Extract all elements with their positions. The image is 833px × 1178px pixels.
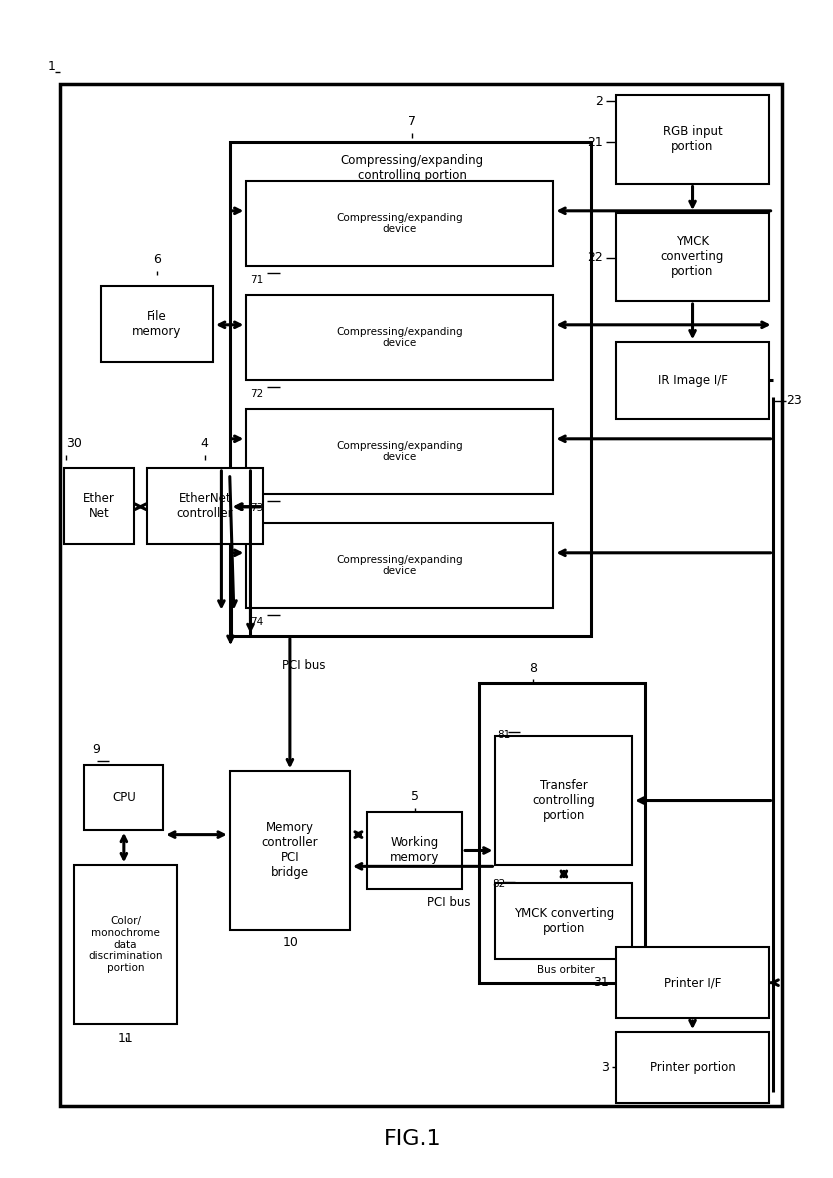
- Bar: [147, 468, 263, 544]
- Text: 21: 21: [587, 135, 603, 148]
- Text: Memory
controller
PCI
bridge: Memory controller PCI bridge: [262, 821, 318, 880]
- Text: 7: 7: [408, 115, 416, 128]
- Text: IR Image I/F: IR Image I/F: [657, 373, 727, 386]
- Text: 6: 6: [153, 253, 162, 266]
- Bar: [247, 523, 553, 608]
- Bar: [101, 286, 213, 362]
- Text: 8: 8: [529, 662, 536, 675]
- Text: 11: 11: [118, 1032, 134, 1045]
- Text: RGB input
portion: RGB input portion: [663, 126, 722, 153]
- Bar: [616, 1032, 770, 1103]
- Bar: [230, 772, 350, 929]
- Text: Compressing/expanding
device: Compressing/expanding device: [337, 213, 463, 234]
- Text: YMCK converting
portion: YMCK converting portion: [514, 907, 614, 935]
- Text: 30: 30: [66, 437, 82, 450]
- Bar: [247, 181, 553, 266]
- Text: Color/
monochrome
data
discrimination
portion: Color/ monochrome data discrimination po…: [88, 916, 162, 973]
- Bar: [496, 882, 632, 959]
- Bar: [230, 143, 591, 636]
- Bar: [479, 683, 645, 982]
- Text: File
memory: File memory: [132, 310, 182, 338]
- Text: PCI bus: PCI bus: [282, 659, 325, 671]
- Text: Bus orbiter: Bus orbiter: [537, 965, 595, 975]
- Text: 10: 10: [282, 935, 298, 948]
- Text: FIG.1: FIG.1: [383, 1129, 441, 1149]
- Text: YMCK
converting
portion: YMCK converting portion: [661, 236, 724, 278]
- Text: 31: 31: [593, 977, 609, 990]
- Bar: [84, 766, 163, 830]
- Text: PCI bus: PCI bus: [427, 896, 471, 909]
- Text: Compressing/expanding
device: Compressing/expanding device: [337, 555, 463, 576]
- Text: 4: 4: [201, 437, 209, 450]
- Text: Ether
Net: Ether Net: [83, 492, 115, 521]
- Text: Compressing/expanding
device: Compressing/expanding device: [337, 326, 463, 349]
- Text: 74: 74: [251, 617, 264, 627]
- Text: 3: 3: [601, 1061, 609, 1074]
- Bar: [496, 736, 632, 865]
- Text: Printer I/F: Printer I/F: [664, 977, 721, 990]
- Text: 5: 5: [411, 790, 419, 803]
- Text: 1: 1: [47, 60, 55, 73]
- Text: Transfer
controlling
portion: Transfer controlling portion: [532, 779, 596, 822]
- Bar: [247, 409, 553, 494]
- Bar: [616, 213, 770, 302]
- Bar: [616, 95, 770, 184]
- Bar: [616, 947, 770, 1018]
- Bar: [59, 84, 782, 1106]
- Text: 2: 2: [596, 94, 603, 107]
- Text: 81: 81: [497, 730, 511, 740]
- Bar: [63, 468, 134, 544]
- Text: 23: 23: [786, 395, 801, 408]
- Text: Compressing/expanding
device: Compressing/expanding device: [337, 441, 463, 462]
- Text: 22: 22: [587, 251, 603, 264]
- Text: 72: 72: [251, 389, 264, 399]
- Text: 73: 73: [251, 503, 264, 514]
- Text: Compressing/expanding
controlling portion: Compressing/expanding controlling portio…: [341, 154, 484, 183]
- Bar: [616, 342, 770, 418]
- Text: EtherNet
controller: EtherNet controller: [177, 492, 233, 521]
- Bar: [367, 813, 462, 888]
- Text: Working
memory: Working memory: [390, 836, 439, 865]
- Bar: [247, 296, 553, 379]
- Text: 71: 71: [251, 276, 264, 285]
- Text: 9: 9: [92, 743, 101, 756]
- Text: CPU: CPU: [112, 792, 136, 805]
- Text: Printer portion: Printer portion: [650, 1061, 736, 1074]
- Bar: [73, 865, 177, 1024]
- Text: 82: 82: [492, 879, 506, 889]
